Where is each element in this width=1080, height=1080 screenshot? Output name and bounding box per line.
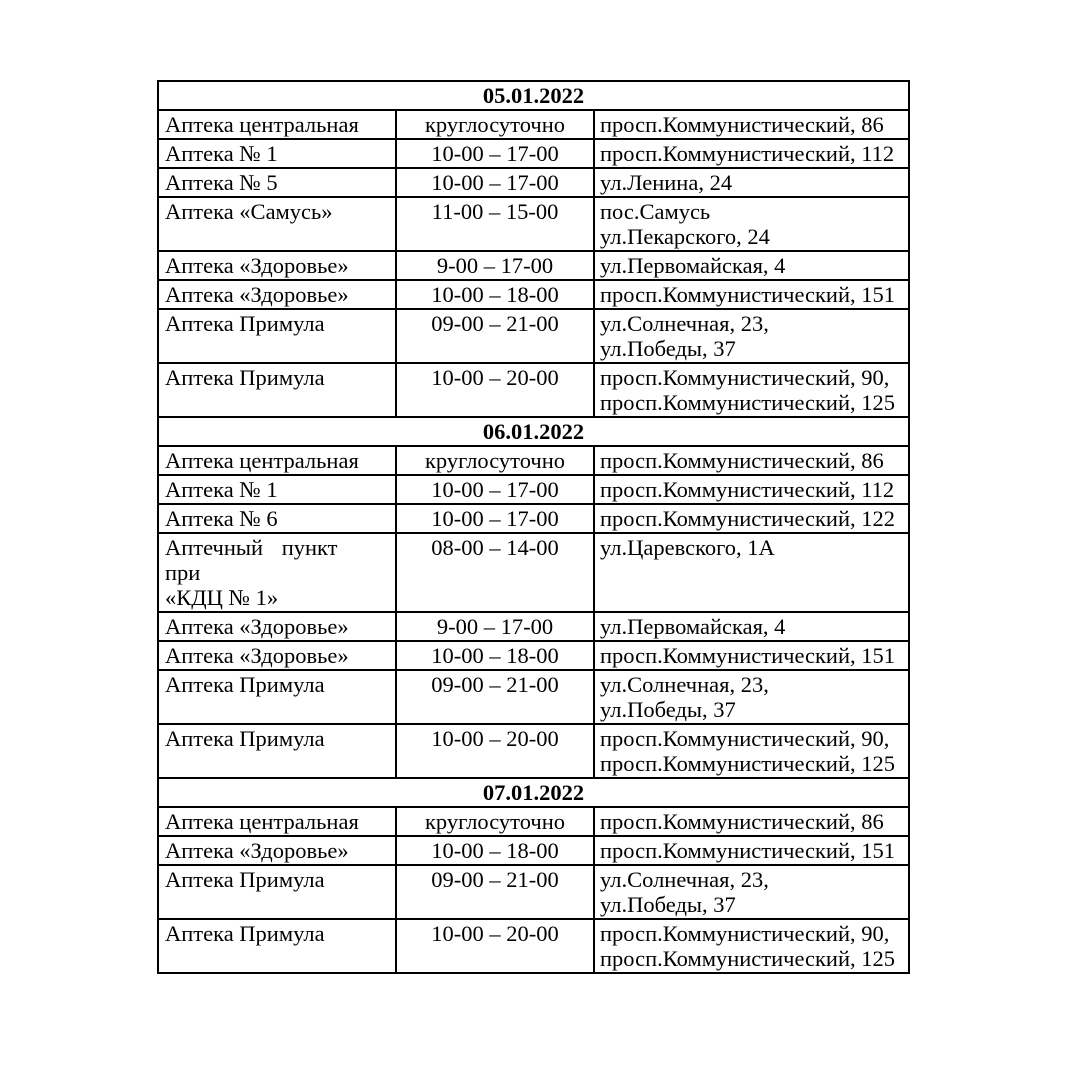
- pharmacy-row: Аптечный пункт при «КДЦ № 1» 08-00 – 14-0…: [157, 532, 911, 613]
- pharmacy-name-cell: Аптека «Здоровье»: [157, 640, 397, 671]
- date-header: 05.01.2022: [156, 80, 911, 111]
- pharmacy-hours-cell: 10-00 – 17-00: [395, 167, 595, 198]
- pharmacy-row: Аптека центральная круглосуточно просп.Ком…: [157, 109, 911, 140]
- pharmacy-hours-cell: круглосуточно: [395, 109, 595, 140]
- pharmacy-address-cell: просп.Коммунистический, 90, просп.Коммун…: [592, 918, 911, 974]
- pharmacy-name-cell: Аптека № 1: [157, 474, 397, 505]
- pharmacy-hours-cell: 08-00 – 14-00: [395, 532, 595, 613]
- pharmacy-row: Аптека Примула 10-00 – 20-00 просп.Коммуни…: [157, 362, 911, 418]
- pharmacy-name-cell: Аптека Примула: [157, 308, 397, 364]
- pharmacy-hours-cell: 09-00 – 21-00: [395, 669, 595, 725]
- pharmacy-row: Аптека «Здоровье» 10-00 – 18-00 просп.Комм…: [157, 279, 911, 310]
- pharmacy-address-cell: ул.Солнечная, 23, ул.Победы, 37: [592, 669, 911, 725]
- pharmacy-row: Аптека «Здоровье» 9-00 – 17-00 ул.Первомай…: [157, 611, 911, 642]
- pharmacy-hours-cell: 9-00 – 17-00: [395, 250, 595, 281]
- pharmacy-row: Аптека Примула 10-00 – 20-00 просп.Коммуни…: [157, 723, 911, 779]
- pharmacy-address-cell: просп.Коммунистический, 90, просп.Коммун…: [592, 362, 911, 418]
- pharmacy-address-cell: ул.Первомайская, 4: [592, 250, 911, 281]
- pharmacy-address-cell: просп.Коммунистический, 151: [592, 640, 911, 671]
- pharmacy-address-cell: просп.Коммунистический, 86: [592, 445, 911, 476]
- pharmacy-hours-cell: круглосуточно: [395, 445, 595, 476]
- pharmacy-name-cell: Аптека «Здоровье»: [157, 835, 397, 866]
- pharmacy-address-cell: просп.Коммунистический, 86: [592, 109, 911, 140]
- pharmacy-address-cell: пос.Самусь ул.Пекарского, 24: [592, 196, 911, 252]
- pharmacy-address-cell: ул.Царевского, 1А: [592, 532, 911, 613]
- pharmacy-name-cell: Аптека «Самусь»: [157, 196, 397, 252]
- pharmacy-row: Аптека центральная круглосуточно просп.Ком…: [157, 445, 911, 476]
- pharmacy-name-cell: Аптека центральная: [157, 806, 397, 837]
- pharmacy-name-cell: Аптека Примула: [157, 669, 397, 725]
- pharmacy-name-cell: Аптека Примула: [157, 918, 397, 974]
- pharmacy-hours-cell: 10-00 – 20-00: [395, 362, 595, 418]
- pharmacy-address-cell: просп.Коммунистический, 86: [592, 806, 911, 837]
- pharmacy-row: Аптека № 5 10-00 – 17-00 ул.Ленина, 24: [157, 167, 911, 198]
- pharmacy-row: Аптека № 1 10-00 – 17-00 просп.Коммунистич…: [157, 474, 911, 505]
- pharmacy-name-cell: Аптека центральная: [157, 109, 397, 140]
- pharmacy-address-cell: просп.Коммунистический, 122: [592, 503, 911, 534]
- pharmacy-address-cell: просп.Коммунистический, 112: [592, 474, 911, 505]
- pharmacy-schedule-table: 05.01.2022 Аптека центральная круглосуточн…: [156, 80, 911, 974]
- pharmacy-hours-cell: 10-00 – 17-00: [395, 474, 595, 505]
- date-header-row: 07.01.2022: [156, 777, 911, 808]
- date-header-row: 05.01.2022: [156, 80, 911, 111]
- pharmacy-address-cell: ул.Первомайская, 4: [592, 611, 911, 642]
- pharmacy-hours-cell: круглосуточно: [395, 806, 595, 837]
- pharmacy-row: Аптека Примула 10-00 – 20-00 просп.Коммуни…: [157, 918, 911, 974]
- pharmacy-name-cell: Аптека «Здоровье»: [157, 611, 397, 642]
- pharmacy-name-cell: Аптека «Здоровье»: [157, 250, 397, 281]
- pharmacy-hours-cell: 11-00 – 15-00: [395, 196, 595, 252]
- pharmacy-name-cell: Аптечный пункт при «КДЦ № 1»: [157, 532, 397, 613]
- pharmacy-row: Аптека «Самусь» 11-00 – 15-00 пос.Самусь у…: [157, 196, 911, 252]
- pharmacy-hours-cell: 10-00 – 18-00: [395, 835, 595, 866]
- pharmacy-address-cell: ул.Солнечная, 23, ул.Победы, 37: [592, 864, 911, 920]
- pharmacy-address-cell: ул.Солнечная, 23, ул.Победы, 37: [592, 308, 911, 364]
- pharmacy-name-cell: Аптека № 6: [157, 503, 397, 534]
- pharmacy-row: Аптека центральная круглосуточно просп.Ком…: [157, 806, 911, 837]
- pharmacy-address-cell: просп.Коммунистический, 90, просп.Коммун…: [592, 723, 911, 779]
- pharmacy-address-cell: просп.Коммунистический, 112: [592, 138, 911, 169]
- pharmacy-row: Аптека «Здоровье» 10-00 – 18-00 просп.Комм…: [157, 640, 911, 671]
- pharmacy-address-cell: ул.Ленина, 24: [592, 167, 911, 198]
- pharmacy-row: Аптека № 6 10-00 – 17-00 просп.Коммунистич…: [157, 503, 911, 534]
- pharmacy-hours-cell: 10-00 – 20-00: [395, 918, 595, 974]
- pharmacy-hours-cell: 10-00 – 17-00: [395, 138, 595, 169]
- pharmacy-row: Аптека «Здоровье» 9-00 – 17-00 ул.Первомай…: [157, 250, 911, 281]
- pharmacy-row: Аптека № 1 10-00 – 17-00 просп.Коммунистич…: [157, 138, 911, 169]
- pharmacy-hours-cell: 10-00 – 18-00: [395, 279, 595, 310]
- pharmacy-row: Аптека Примула 09-00 – 21-00 ул.Солнечная,…: [157, 669, 911, 725]
- pharmacy-row: Аптека Примула 09-00 – 21-00 ул.Солнечная,…: [157, 864, 911, 920]
- pharmacy-name-cell: Аптека № 1: [157, 138, 397, 169]
- date-header: 07.01.2022: [156, 777, 911, 808]
- pharmacy-name-cell: Аптека Примула: [157, 723, 397, 779]
- pharmacy-row: Аптека Примула 09-00 – 21-00 ул.Солнечная,…: [157, 308, 911, 364]
- pharmacy-name-cell: Аптека Примула: [157, 864, 397, 920]
- pharmacy-address-cell: просп.Коммунистический, 151: [592, 279, 911, 310]
- pharmacy-address-cell: просп.Коммунистический, 151: [592, 835, 911, 866]
- pharmacy-name-cell: Аптека № 5: [157, 167, 397, 198]
- pharmacy-row: Аптека «Здоровье» 10-00 – 18-00 просп.Комм…: [157, 835, 911, 866]
- pharmacy-hours-cell: 09-00 – 21-00: [395, 864, 595, 920]
- pharmacy-hours-cell: 9-00 – 17-00: [395, 611, 595, 642]
- pharmacy-hours-cell: 10-00 – 20-00: [395, 723, 595, 779]
- pharmacy-hours-cell: 09-00 – 21-00: [395, 308, 595, 364]
- pharmacy-name-cell: Аптека Примула: [157, 362, 397, 418]
- pharmacy-hours-cell: 10-00 – 17-00: [395, 503, 595, 534]
- date-header: 06.01.2022: [156, 416, 911, 447]
- pharmacy-name-cell: Аптека центральная: [157, 445, 397, 476]
- date-header-row: 06.01.2022: [156, 416, 911, 447]
- pharmacy-table-body: 05.01.2022 Аптека центральная круглосуточн…: [156, 80, 911, 974]
- pharmacy-hours-cell: 10-00 – 18-00: [395, 640, 595, 671]
- pharmacy-name-cell: Аптека «Здоровье»: [157, 279, 397, 310]
